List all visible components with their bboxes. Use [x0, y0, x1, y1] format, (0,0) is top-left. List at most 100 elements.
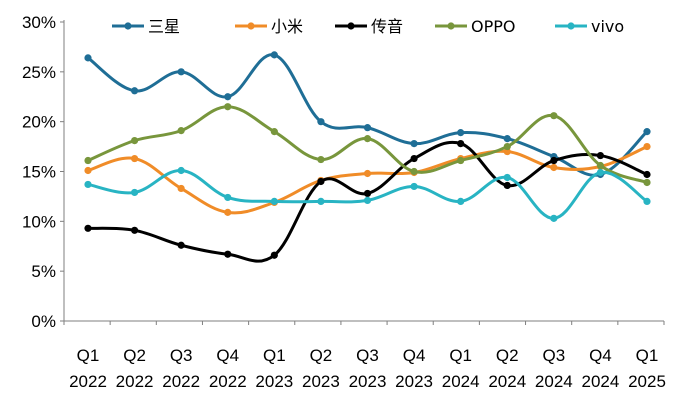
data-point — [550, 112, 558, 120]
data-point — [177, 166, 185, 175]
data-point — [224, 250, 232, 258]
data-point — [457, 139, 465, 148]
y-tick-label: 0% — [31, 312, 56, 331]
series-layer — [84, 51, 651, 263]
data-point — [177, 68, 185, 76]
data-point — [457, 197, 465, 205]
x-tick-label-quarter: Q3 — [356, 346, 379, 365]
data-point — [643, 128, 651, 136]
x-tick-label-quarter: Q1 — [636, 346, 659, 365]
y-tick-label: 25% — [22, 63, 56, 82]
data-point — [270, 251, 278, 259]
data-point — [410, 154, 418, 163]
data-point — [410, 167, 418, 176]
data-point — [224, 208, 232, 216]
data-point — [224, 103, 232, 111]
data-point — [84, 166, 92, 175]
x-tick-label-quarter: Q2 — [310, 346, 333, 365]
x-tick-label-quarter: Q1 — [263, 346, 286, 365]
data-point — [457, 156, 465, 165]
data-point — [596, 168, 605, 177]
x-tick-label-year: 2022 — [209, 372, 247, 391]
data-point — [643, 170, 651, 179]
series-OPPO — [84, 103, 651, 187]
series-小米 — [84, 142, 651, 216]
series-传音 — [84, 139, 651, 263]
data-point — [130, 188, 139, 197]
data-point — [503, 173, 511, 182]
legend-label: OPPO — [471, 17, 515, 36]
data-point — [596, 161, 605, 170]
x-tick-label-year: 2025 — [628, 372, 666, 391]
legend-label: 传音 — [371, 17, 403, 36]
x-tick-label-quarter: Q1 — [77, 346, 100, 365]
x-tick-label-year: 2023 — [302, 372, 340, 391]
data-point — [550, 163, 558, 172]
axes: 0% 5% 10% 15% 20% 25% 30% Q1 2022 Q2 2022 Q3 2022 Q4 2… — [22, 13, 666, 391]
data-point — [503, 135, 511, 143]
x-tick-label-year: 2024 — [535, 372, 573, 391]
legend-label: 小米 — [271, 17, 303, 36]
data-point — [317, 155, 325, 164]
legend-item: vivo — [555, 17, 624, 36]
y-tick-label: 20% — [22, 113, 56, 132]
legend-swatch-marker — [247, 22, 255, 30]
data-point — [130, 87, 139, 95]
series-vivo — [84, 166, 651, 222]
legend: 三星 小米 传音 OPPO vivo — [112, 17, 624, 36]
data-point — [410, 182, 418, 191]
data-point — [550, 156, 558, 165]
data-point — [130, 226, 139, 234]
data-point — [84, 156, 92, 165]
x-tick-label-quarter: Q4 — [589, 346, 612, 365]
data-point — [457, 129, 465, 137]
data-point — [177, 241, 185, 249]
legend-swatch-marker — [447, 22, 455, 30]
data-point — [270, 197, 278, 205]
x-tick-label-year: 2024 — [582, 372, 620, 391]
legend-label: 三星 — [148, 17, 180, 36]
x-tick-label-quarter: Q3 — [542, 346, 565, 365]
legend-item: 三星 — [112, 17, 180, 36]
data-point — [503, 142, 511, 151]
data-point — [596, 151, 605, 160]
data-point — [363, 189, 372, 198]
x-tick-label-quarter: Q1 — [449, 346, 472, 365]
x-tick-label-quarter: Q2 — [496, 346, 519, 365]
data-point — [503, 181, 511, 190]
data-point — [363, 124, 372, 132]
data-point — [130, 137, 139, 145]
y-tick-label: 30% — [22, 13, 56, 32]
data-point — [410, 139, 418, 148]
series-三星 — [84, 51, 651, 179]
x-tick-label-quarter: Q3 — [170, 346, 193, 365]
data-point — [550, 214, 558, 222]
data-point — [643, 197, 651, 205]
y-tick-label: 15% — [22, 163, 56, 182]
x-tick-label-year: 2023 — [395, 372, 433, 391]
legend-swatch-marker — [347, 22, 355, 30]
data-point — [84, 224, 92, 232]
y-tick-label: 10% — [22, 212, 56, 231]
data-point — [224, 193, 232, 202]
data-point — [177, 184, 185, 193]
legend-swatch-marker — [567, 22, 575, 30]
data-point — [503, 147, 511, 156]
x-tick-label-quarter: Q4 — [403, 346, 426, 365]
data-point — [363, 135, 372, 143]
data-point — [270, 128, 278, 136]
x-tick-label-year: 2023 — [255, 372, 293, 391]
data-point — [363, 196, 372, 205]
y-tick-label: 5% — [31, 262, 56, 281]
x-tick-label-quarter: Q2 — [123, 346, 146, 365]
data-point — [84, 180, 92, 189]
x-tick-label-quarter: Q4 — [216, 346, 239, 365]
data-point — [317, 118, 325, 126]
data-point — [643, 178, 651, 187]
data-point — [84, 54, 92, 62]
x-tick-label-year: 2024 — [488, 372, 526, 391]
legend-item: 小米 — [235, 17, 303, 36]
x-tick-label-year: 2022 — [116, 372, 154, 391]
legend-swatch-marker — [124, 22, 132, 30]
